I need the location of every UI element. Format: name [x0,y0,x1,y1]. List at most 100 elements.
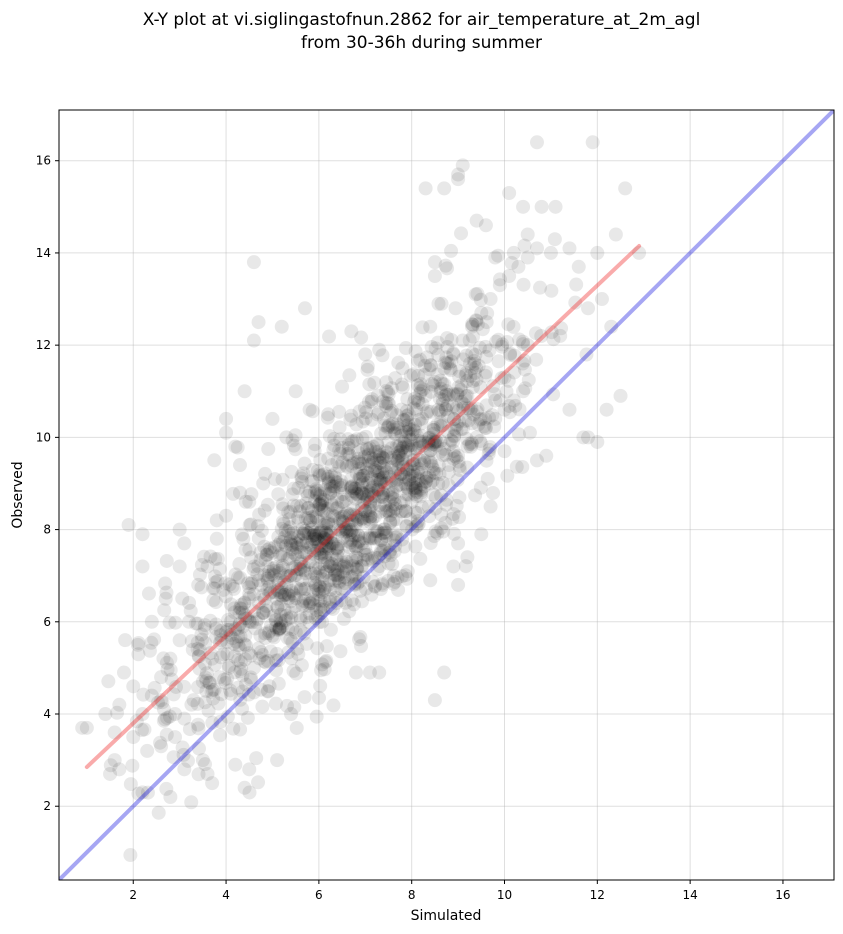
scatter-point [446,347,461,362]
scatter-point [427,375,442,390]
scatter-point [311,533,326,548]
scatter-point [350,576,365,591]
scatter-point [486,379,501,394]
scatter-point [313,550,328,565]
scatter-point [405,469,420,484]
scatter-point [327,431,342,446]
scatter-point [379,448,394,463]
scatter-point [184,697,199,712]
scatter-point [372,342,387,357]
scatter-point [289,540,304,555]
scatter-point [272,622,287,637]
scatter-point [191,721,206,736]
scatter-point [313,486,328,501]
scatter-point [433,381,448,396]
scatter-point [329,541,344,556]
scatter-point [288,559,303,574]
scatter-point [370,438,385,453]
scatter-point [429,466,444,481]
scatter-point [376,458,391,473]
scatter-point [408,475,423,490]
scatter-point [463,439,478,454]
scatter-point [324,498,339,513]
scatter-point [446,386,461,401]
scatter-point [394,466,409,481]
scatter-point [318,535,333,550]
scatter-point [339,561,354,576]
scatter-point [283,631,298,646]
scatter-point [482,410,497,425]
scatter-point [319,653,334,668]
scatter-point [349,486,364,501]
scatter-point [245,575,260,590]
scatter-point [274,616,289,631]
scatter-point [399,424,414,439]
scatter-point [446,451,461,466]
scatter-point [220,622,235,637]
scatter-point [275,514,290,529]
scatter-point [260,573,275,588]
scatter-point [425,473,440,488]
scatter-point [438,258,453,273]
scatter-point [430,417,445,432]
scatter-point [398,568,413,583]
scatter-point [470,317,485,332]
scatter-point [260,543,275,558]
scatter-point [147,680,162,695]
scatter-point [472,340,487,355]
scatter-point [377,461,392,476]
scatter-point [341,441,356,456]
scatter-point [472,412,487,427]
scatter-point [198,757,213,772]
scatter-point [307,532,322,547]
scatter-point [420,450,435,465]
scatter-point [279,577,294,592]
scatter-point [376,526,391,541]
scatter-point [544,325,559,340]
scatter-point [151,695,166,710]
scatter-point [470,402,485,417]
scatter-point [319,525,334,540]
scatter-point [192,643,207,658]
scatter-point [451,577,466,592]
scatter-point [344,479,359,494]
scatter-point [280,630,295,645]
scatter-point [401,487,416,502]
scatter-point [177,679,192,694]
scatter-point [305,509,320,524]
scatter-point [177,762,192,777]
scatter-point [517,238,532,253]
scatter-point [242,785,257,800]
scatter-point [412,434,427,449]
scatter-point [515,356,530,371]
scatter-point [276,548,291,563]
scatter-point [381,556,396,571]
scatter-point [441,356,456,371]
scatter-point [228,621,243,636]
scatter-point [308,529,323,544]
scatter-point [431,476,446,491]
scatter-point [413,436,428,451]
scatter-point [262,679,277,694]
scatter-point [166,687,181,702]
scatter-point [294,658,309,673]
scatter-point [469,313,484,328]
scatter-point [330,548,345,563]
scatter-point [159,585,174,600]
scatter-point [134,723,149,738]
scatter-point [372,559,387,574]
scatter-point [307,566,322,581]
scatter-point [383,548,398,563]
scatter-point [355,486,370,501]
scatter-point [202,675,217,690]
scatter-point [389,408,404,423]
scatter-point [339,554,354,569]
scatter-point [223,614,238,629]
scatter-point [455,158,470,173]
scatter-point [467,353,482,368]
scatter-point [441,387,456,402]
scatter-point [378,426,393,441]
scatter-point [469,372,484,387]
scatter-point [283,533,298,548]
scatter-point [428,434,443,449]
